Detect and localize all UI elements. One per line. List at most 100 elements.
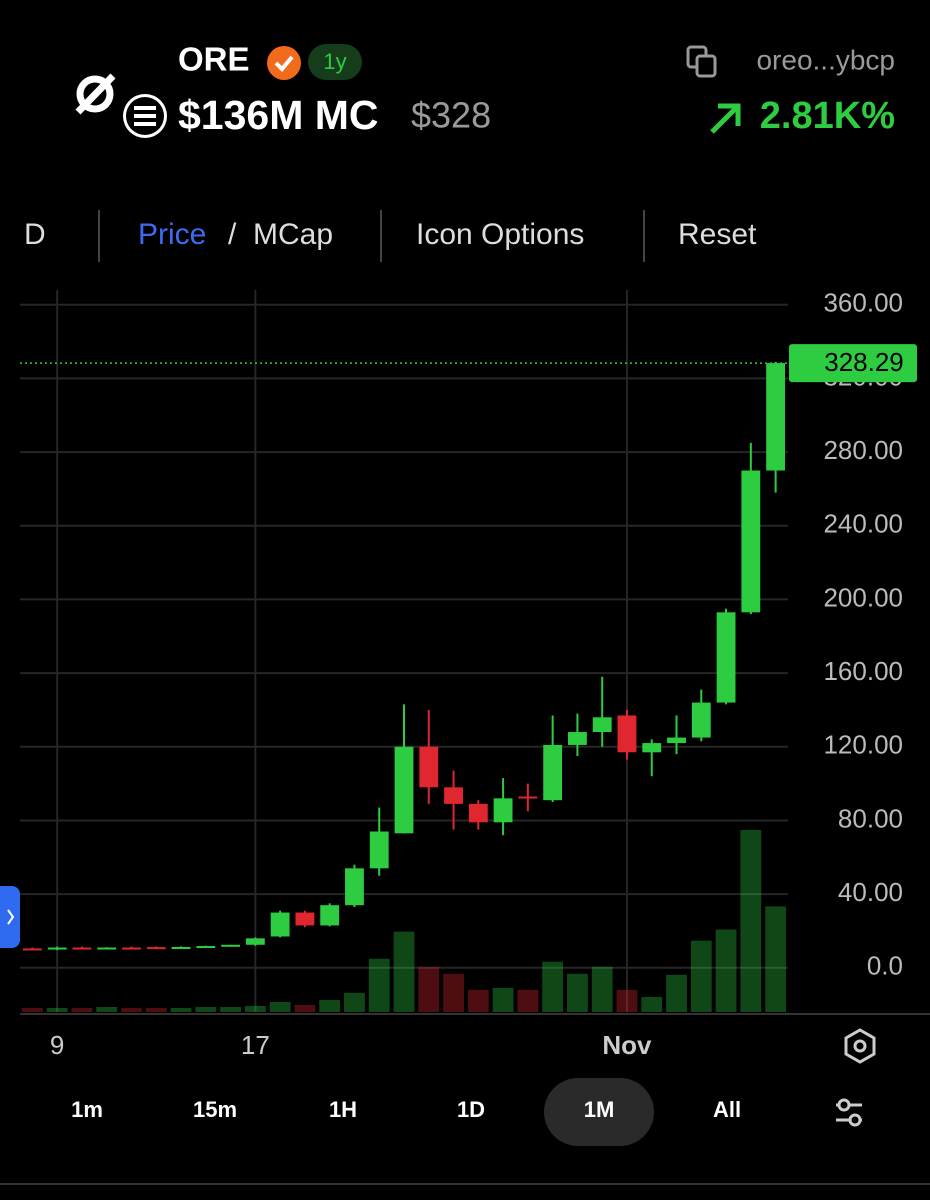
- candle-body: [369, 831, 389, 869]
- volume-bar: [517, 989, 539, 1012]
- icon-options[interactable]: Icon Options: [416, 218, 584, 251]
- candle-body: [592, 717, 612, 733]
- volume-bar: [21, 1007, 43, 1012]
- candle-body: [667, 737, 686, 744]
- volume-bar: [443, 973, 464, 1012]
- volume-bar: [492, 987, 514, 1012]
- separator: /: [228, 218, 237, 251]
- candle-body: [345, 868, 364, 906]
- volume-bar: [195, 1006, 217, 1012]
- candle-body: [122, 947, 141, 950]
- timeframe-option[interactable]: 1m: [71, 1097, 103, 1122]
- reset[interactable]: Reset: [678, 218, 757, 251]
- volume-bar: [765, 906, 787, 1012]
- candle-body: [766, 363, 786, 471]
- up-arrow: [710, 103, 741, 134]
- age-pill: [308, 44, 362, 80]
- candle-body: [270, 912, 290, 937]
- candle-body: [146, 947, 166, 950]
- interval[interactable]: D: [24, 218, 46, 251]
- price-toggle[interactable]: Price: [138, 218, 206, 251]
- volume-bar: [269, 1001, 291, 1012]
- y-tick-label: 80.00: [838, 803, 903, 833]
- volume-bar: [145, 1007, 167, 1012]
- candle-body: [419, 746, 439, 788]
- y-tick-label: 40.00: [838, 877, 903, 907]
- timeframe-option[interactable]: 1M: [584, 1097, 615, 1122]
- candle-body: [617, 715, 637, 753]
- x-tick-label: 17: [241, 1030, 270, 1060]
- x-tick-label: Nov: [602, 1030, 652, 1060]
- y-tick-label: 120.00: [823, 730, 903, 760]
- volume-bar: [467, 989, 489, 1012]
- volume-bar: [542, 961, 564, 1012]
- candle-body: [518, 796, 538, 799]
- volume-bar: [71, 1007, 93, 1012]
- volume-bar: [344, 992, 365, 1012]
- token-logo: [75, 73, 116, 115]
- candle-body: [22, 948, 42, 951]
- x-tick-label: 9: [50, 1030, 64, 1060]
- candle-body: [691, 702, 711, 738]
- volume-bar: [418, 966, 440, 1012]
- active-timeframe-bg: [544, 1078, 654, 1146]
- candle-body: [716, 612, 736, 703]
- volume-bar: [96, 1006, 118, 1012]
- volume-bar: [715, 929, 737, 1012]
- candle-body: [171, 946, 191, 949]
- volume-bar: [393, 931, 415, 1012]
- settings-icon[interactable]: [844, 1028, 876, 1064]
- candle-body: [444, 787, 463, 804]
- current-price-badge: [789, 344, 917, 383]
- y-tick-label: 0.0: [867, 951, 903, 981]
- volume-bar: [244, 1005, 266, 1012]
- volume-bar: [319, 999, 341, 1012]
- candle-body: [72, 947, 92, 950]
- candle-body: [568, 732, 587, 745]
- side-tab-arrow: [7, 909, 15, 925]
- timeframe-option[interactable]: 15m: [193, 1097, 237, 1122]
- copy-icon[interactable]: [686, 45, 717, 78]
- y-tick-label: 200.00: [823, 582, 903, 612]
- age: 1y: [323, 49, 346, 74]
- filter-icon[interactable]: [836, 1098, 862, 1127]
- address[interactable]: oreo...ybcp: [756, 44, 895, 75]
- timeframe-option[interactable]: 1D: [457, 1097, 485, 1122]
- volume-bar: [170, 1007, 192, 1012]
- volume-bar: [567, 973, 588, 1012]
- symbol: ORE: [178, 41, 250, 78]
- change: 2.81K%: [760, 95, 895, 137]
- candle-body: [245, 938, 265, 945]
- current-price-label: 328.29: [824, 347, 904, 377]
- candle-body: [47, 947, 67, 950]
- chain-icon: [123, 94, 167, 138]
- candle-body: [394, 746, 414, 834]
- volume-bar: [46, 1007, 68, 1012]
- timeframe-option[interactable]: All: [713, 1097, 741, 1122]
- candle-body: [221, 944, 240, 947]
- mcap-toggle[interactable]: MCap: [253, 218, 333, 251]
- volume-bar: [690, 940, 712, 1012]
- chart: 0.0 40.00 80.00 120.00 160.00 200.00 240.00 280…: [20, 288, 917, 1012]
- candle-body: [642, 743, 662, 753]
- candle-body: [468, 803, 488, 823]
- volume-bar: [641, 996, 663, 1012]
- timeframes: 1m 15m 1H 1D 1M All: [71, 1078, 741, 1146]
- volume-bar: [740, 830, 762, 1012]
- y-tick-label: 360.00: [823, 288, 903, 318]
- side-tab[interactable]: [0, 886, 20, 948]
- volume-bar: [294, 1004, 316, 1012]
- volume-bar: [666, 974, 687, 1012]
- verified-badge: [267, 46, 301, 80]
- timeframe-option[interactable]: 1H: [329, 1097, 357, 1122]
- market-cap: $136M MC: [178, 92, 379, 138]
- candle-body: [493, 798, 513, 823]
- candle-body: [97, 947, 117, 950]
- candle-body: [320, 905, 340, 926]
- y-tick-label: 280.00: [823, 435, 903, 465]
- volume-bar: [121, 1007, 142, 1012]
- volume-bar: [591, 966, 613, 1012]
- y-tick-label: 160.00: [823, 656, 903, 686]
